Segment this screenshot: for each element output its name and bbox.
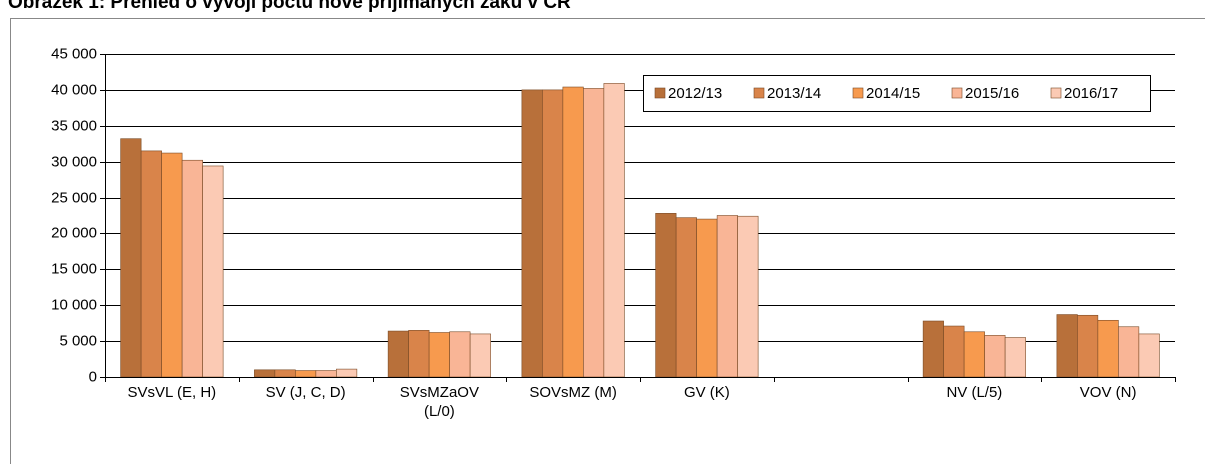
- y-tick-label: 30 000: [51, 153, 97, 170]
- bar: [542, 89, 564, 378]
- bar: [655, 213, 677, 378]
- y-tick-label: 15 000: [51, 260, 97, 277]
- bar: [716, 215, 738, 378]
- bar: [675, 217, 697, 378]
- x-tick-label-box: NV (L/5): [946, 384, 1003, 401]
- y-tick-label: 5 000: [59, 332, 97, 349]
- bar: [315, 370, 337, 378]
- x-tick-label-box: SVsMZaOV (L/0): [399, 384, 479, 420]
- x-tick-label-box: SVsVL (E, H): [127, 384, 217, 401]
- y-tick-label: 10 000: [51, 296, 97, 313]
- bar: [140, 150, 162, 378]
- x-tick-label: SOVsMZ (M): [529, 384, 617, 401]
- bar: [428, 332, 450, 378]
- y-tick-label: 45 000: [51, 45, 97, 62]
- bar: [1056, 314, 1078, 378]
- chart-title: Obrázek 1: Přehled o vývoji počtu nově p…: [8, 0, 571, 13]
- bar: [583, 88, 605, 378]
- legend-swatch: [1050, 87, 1062, 99]
- bar: [562, 86, 584, 378]
- bar: [1118, 326, 1140, 378]
- x-tick-label: NV (L/5): [946, 384, 1003, 401]
- bar: [120, 138, 142, 378]
- bar: [1097, 319, 1119, 378]
- legend-swatch: [852, 87, 864, 99]
- legend-label: 2014/15: [866, 85, 920, 102]
- bar: [336, 368, 358, 378]
- x-tick-label: SVsVL (E, H): [127, 384, 217, 401]
- legend-label: 2012/13: [668, 85, 722, 102]
- bar: [202, 165, 224, 378]
- bar: [963, 331, 985, 378]
- x-tick-label: VOV (N): [1079, 384, 1137, 401]
- bar: [408, 330, 430, 378]
- x-tick-label: SV (J, C, D): [265, 384, 346, 401]
- bar: [449, 331, 471, 378]
- bar: [1004, 337, 1026, 378]
- x-tick-label: GV (K): [683, 384, 730, 401]
- legend-swatch: [654, 87, 666, 99]
- legend-box: [643, 75, 1151, 112]
- y-tick-label: 20 000: [51, 224, 97, 241]
- x-tick-label-box: VOV (N): [1079, 384, 1137, 401]
- bar: [161, 152, 183, 378]
- x-tick-label-box: SOVsMZ (M): [529, 384, 617, 401]
- x-tick-label: SVsMZaOV (L/0): [399, 384, 479, 420]
- bar: [295, 370, 317, 378]
- y-tick-label: 25 000: [51, 189, 97, 206]
- bar: [387, 330, 409, 378]
- x-tick-label-box: GV (K): [683, 384, 730, 401]
- legend-swatch: [951, 87, 963, 99]
- bar: [737, 215, 759, 378]
- bar: [922, 320, 944, 378]
- bar: [943, 325, 965, 378]
- bar: [181, 159, 203, 378]
- bar: [696, 218, 718, 378]
- legend-swatch: [753, 87, 765, 99]
- bar: [1138, 333, 1160, 378]
- bar: [603, 83, 625, 378]
- y-tick-label: 35 000: [51, 117, 97, 134]
- y-tick-label: 40 000: [51, 81, 97, 98]
- legend-label: 2015/16: [965, 85, 1019, 102]
- bar: [274, 369, 296, 378]
- x-tick-label-box: SV (J, C, D): [265, 384, 346, 401]
- bar: [469, 333, 491, 378]
- bar: [254, 369, 276, 378]
- bar: [984, 335, 1006, 378]
- bar: [521, 89, 543, 378]
- legend-label: 2013/14: [767, 85, 821, 102]
- y-tick-label: 0: [89, 368, 97, 385]
- legend-label: 2016/17: [1064, 85, 1118, 102]
- bar: [1077, 314, 1099, 378]
